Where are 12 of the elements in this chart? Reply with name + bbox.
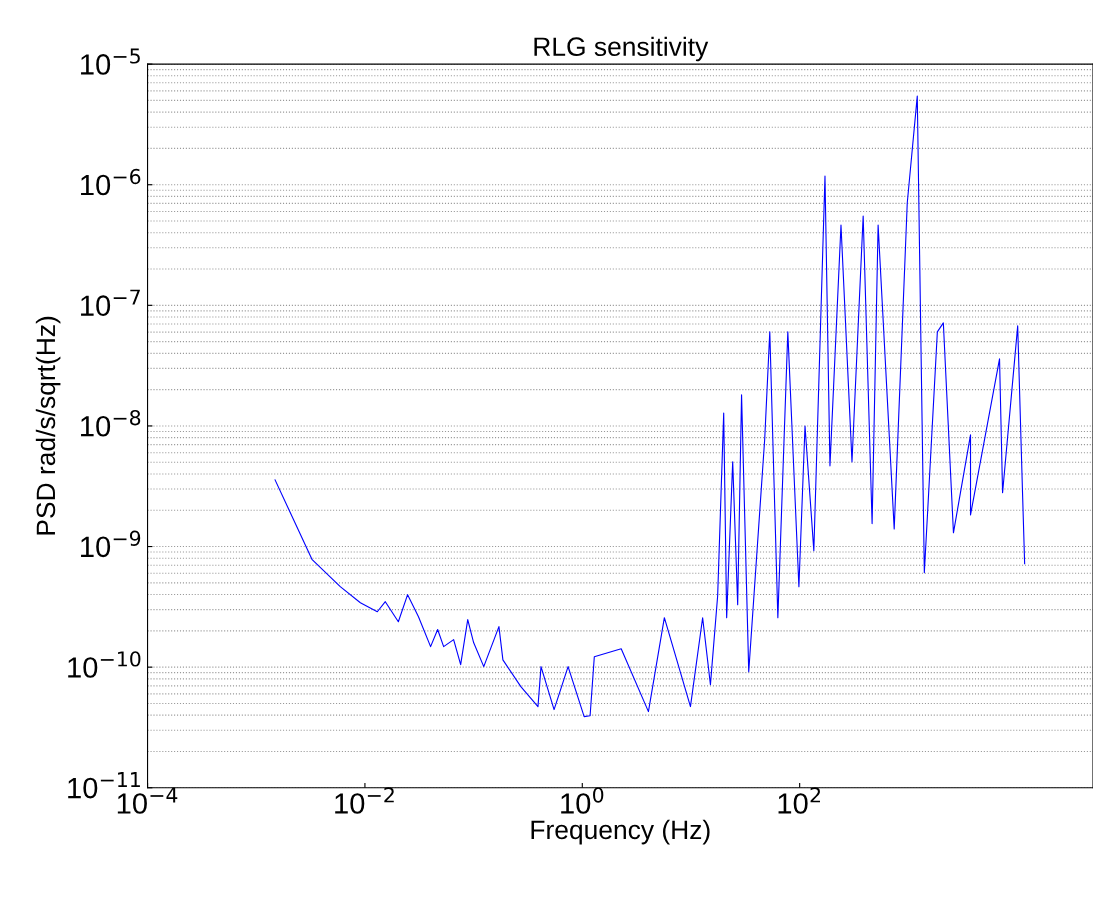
y-axis-title: PSD rad/s/sqrt(Hz) <box>35 316 61 535</box>
x-tick-label: 10$^{−2}$ <box>335 787 394 814</box>
y-tick-label: 10$^{−7}$ <box>81 289 140 316</box>
x-axis-title: Frequency (Hz) <box>531 819 710 845</box>
chart-title: RLG sensitivity <box>534 36 709 62</box>
y-tick-label: 10$^{−8}$ <box>81 409 141 437</box>
x-tick-label: 10$^{2}$ <box>778 787 820 814</box>
y-tick-label: 10$^{−10}$ <box>68 651 141 678</box>
y-tick-label: 10$^{−5}$ <box>81 48 140 75</box>
y-tick-label: 10$^{−9}$ <box>81 530 141 558</box>
x-tick-label: 10$^{0}$ <box>561 787 604 814</box>
y-tick-label: 10$^{−6}$ <box>81 168 141 196</box>
